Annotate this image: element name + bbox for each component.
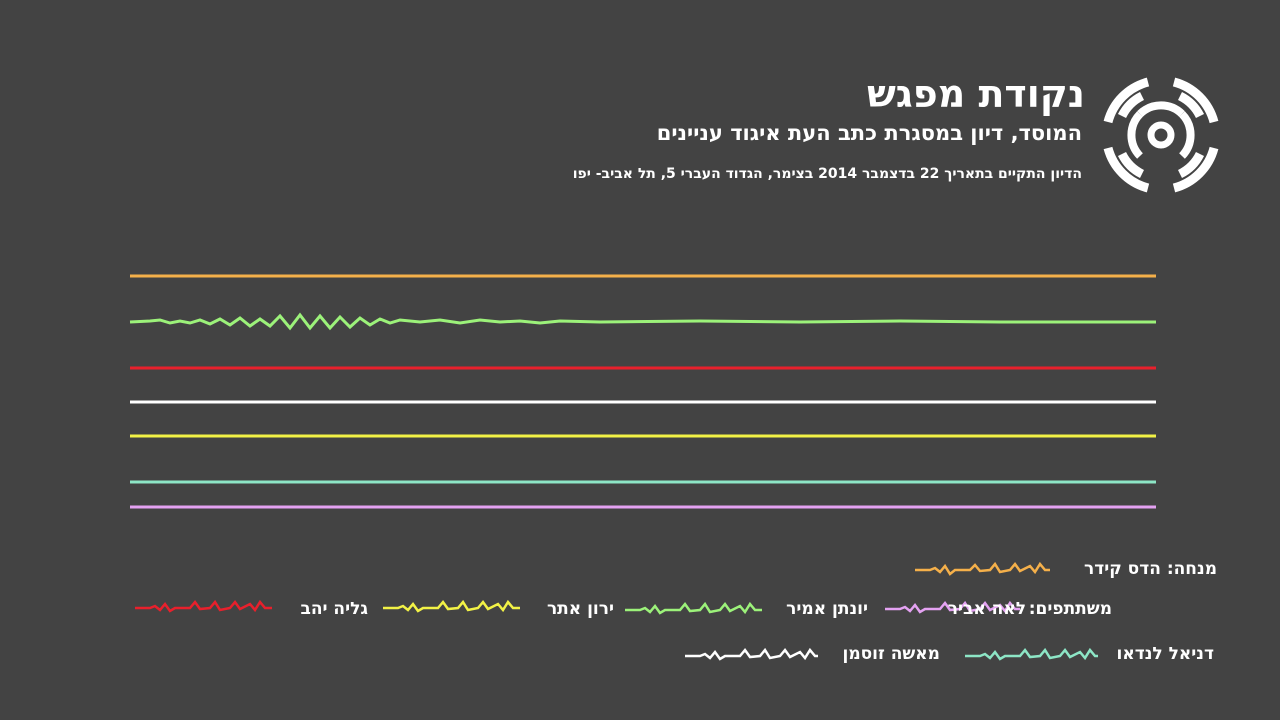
legend-yonatan-label: יונתן אמיר [786, 599, 868, 619]
legend-swatch-lea [885, 600, 1020, 614]
signal-broadcast-icon [1103, 77, 1219, 193]
legend-daniel-label: דניאל לנדאו [1116, 644, 1214, 664]
legend-swatch-yonatan [625, 601, 762, 615]
track-yonatan [129, 312, 1156, 331]
page-subtitle: המוסד, דיון במסגרת כתב העת איגוד עניינים [656, 121, 1082, 145]
legend-swatch-galia [135, 599, 272, 613]
page-title: נקודת מפגש [866, 72, 1085, 116]
legend-swatch-host [915, 561, 1050, 576]
legend-lea-label: לאה אביר [947, 599, 1026, 619]
legend-host-label: מנחה: הדס קידר [1084, 559, 1217, 579]
legend-galia-label: גליה יהב [300, 599, 368, 619]
legend-swatch-masha [685, 647, 818, 661]
legend-participants-prefix: משתתפים: [1028, 599, 1112, 619]
legend-swatch-yaron [383, 599, 520, 613]
legend-masha-label: מאשה זוסמן [842, 644, 940, 664]
event-info: הדיון התקיים בתאריך 22 בדצמבר 2014 בצימר… [572, 166, 1082, 182]
legend-swatch-daniel [965, 647, 1098, 661]
legend-yaron-label: ירון אתר [546, 599, 614, 619]
